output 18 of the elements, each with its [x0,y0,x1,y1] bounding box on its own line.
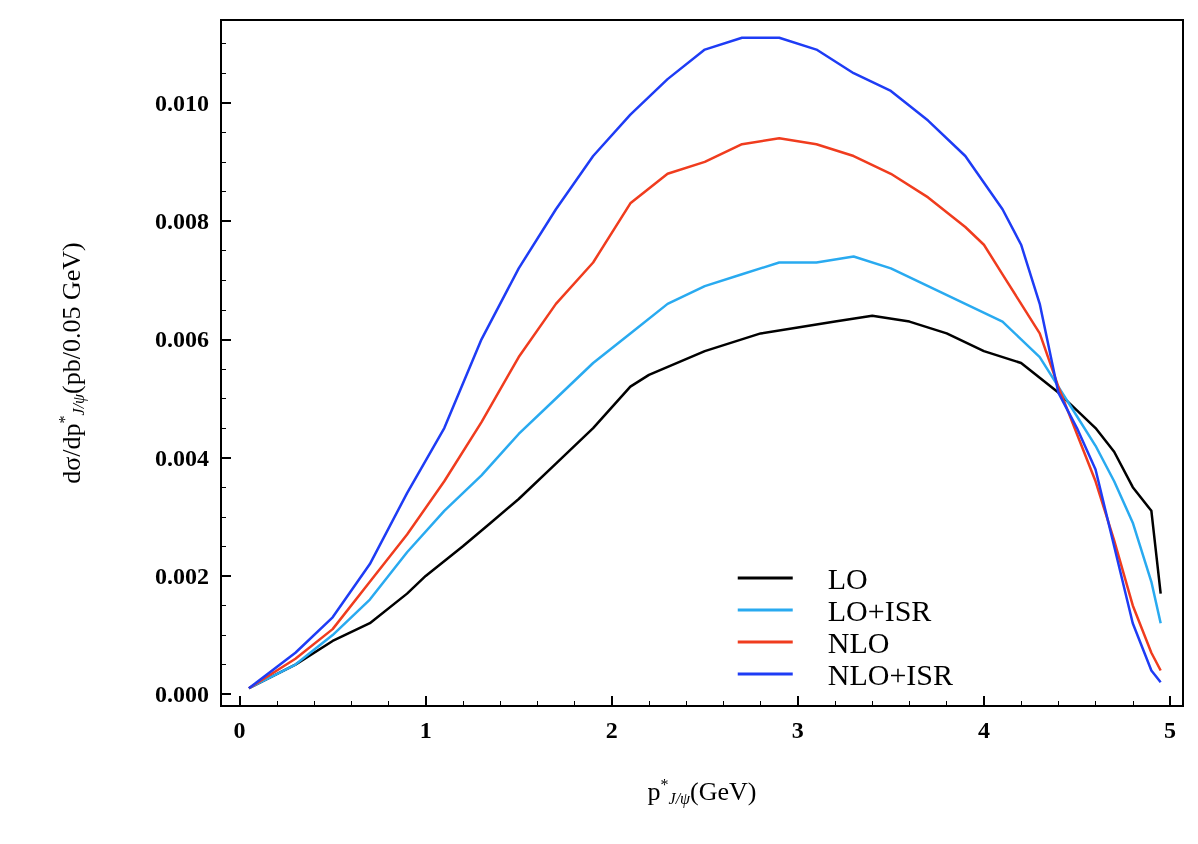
x-tick-label: 0 [233,717,246,743]
y-tick-label: 0.004 [155,444,209,471]
line-series [247,36,1162,690]
legend-label: LO [827,561,868,595]
y-tick-label: 0.002 [155,562,209,589]
legend-label: LO+ISR [827,593,932,627]
x-tick-label: 1 [419,717,432,743]
x-tick-label: 4 [977,717,990,743]
x-tick-label: 5 [1163,717,1176,743]
x-tick-label: 2 [605,717,618,743]
y-axis-title: dσ/dp*J/ψ(pb/0.05 GeV) [55,242,88,484]
x-tick-label: 3 [791,717,804,743]
legend-label: NLO+ISR [827,657,954,691]
y-tick-label: 0.006 [155,326,209,353]
y-tick-label: 0.008 [155,208,209,235]
y-tick-label: 0.000 [155,681,209,708]
legend-label: NLO [827,625,890,659]
y-tick-label: 0.010 [155,89,209,116]
